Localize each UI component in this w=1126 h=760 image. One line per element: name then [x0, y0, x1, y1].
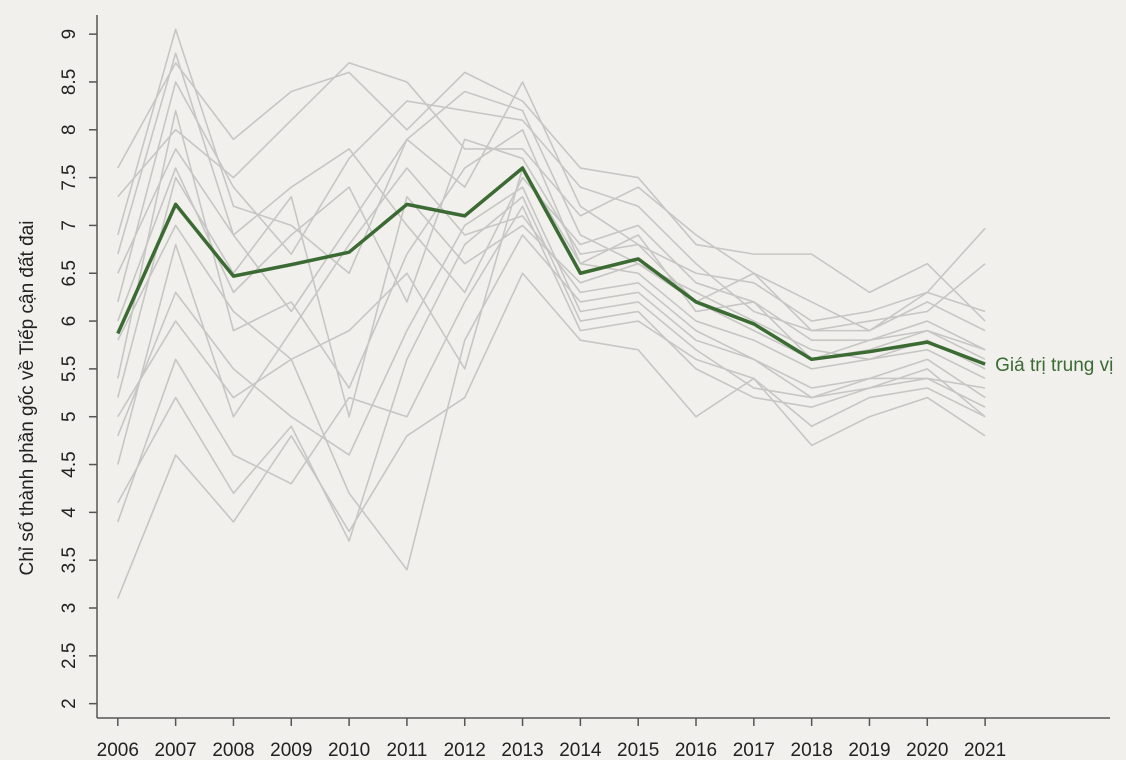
x-tick-label: 2021 [964, 740, 1006, 760]
province-line [117, 195, 986, 542]
x-tick-label: 2015 [617, 740, 659, 760]
x-tick-label: 2016 [675, 740, 717, 760]
y-tick-label: 8 [59, 124, 80, 135]
y-tick-label: 2.5 [59, 643, 80, 669]
y-tick-label: 2 [59, 698, 80, 709]
x-tick-label: 2011 [386, 740, 427, 760]
x-tick-label: 2014 [559, 740, 602, 760]
province-line [117, 62, 986, 332]
y-tick-label: 5 [59, 411, 80, 422]
y-axis-label: Chỉ số thành phần gốc về Tiếp cận đất đa… [17, 221, 38, 576]
province-line [117, 148, 986, 351]
x-tick-label: 2007 [154, 740, 196, 760]
province-line [117, 81, 986, 332]
y-tick-label: 9 [59, 29, 80, 40]
x-tick-label: 2006 [97, 740, 139, 760]
y-tick-label: 4.5 [59, 451, 80, 477]
province-line [117, 186, 986, 456]
province-line [117, 52, 986, 332]
series-label: Giá trị trung vị [995, 355, 1113, 376]
y-tick-label: 7 [59, 220, 80, 231]
y-tick-label: 4 [59, 507, 80, 518]
y-tick-label: 6 [59, 316, 80, 327]
y-tick-label: 8.5 [59, 69, 80, 95]
x-tick-label: 2019 [848, 740, 890, 760]
x-tick-label: 2013 [501, 740, 543, 760]
y-tick-label: 3 [59, 603, 80, 614]
y-tick-label: 5.5 [59, 356, 80, 382]
y-tick-label: 6.5 [59, 260, 80, 286]
province-line [117, 62, 986, 322]
province-line [117, 109, 986, 389]
x-tick-label: 2017 [733, 740, 775, 760]
province-line [117, 138, 986, 361]
y-tick-label: 3.5 [59, 547, 80, 573]
province-line [117, 205, 986, 523]
province-line [117, 272, 986, 599]
x-tick-label: 2020 [906, 740, 948, 760]
median-line [116, 166, 986, 366]
x-tick-label: 2018 [791, 740, 833, 760]
y-tick-label: 7.5 [59, 164, 80, 190]
x-tick-label: 2010 [328, 740, 370, 760]
x-tick-label: 2009 [270, 740, 312, 760]
x-tick-label: 2008 [212, 740, 254, 760]
x-tick-label: 2012 [444, 740, 486, 760]
